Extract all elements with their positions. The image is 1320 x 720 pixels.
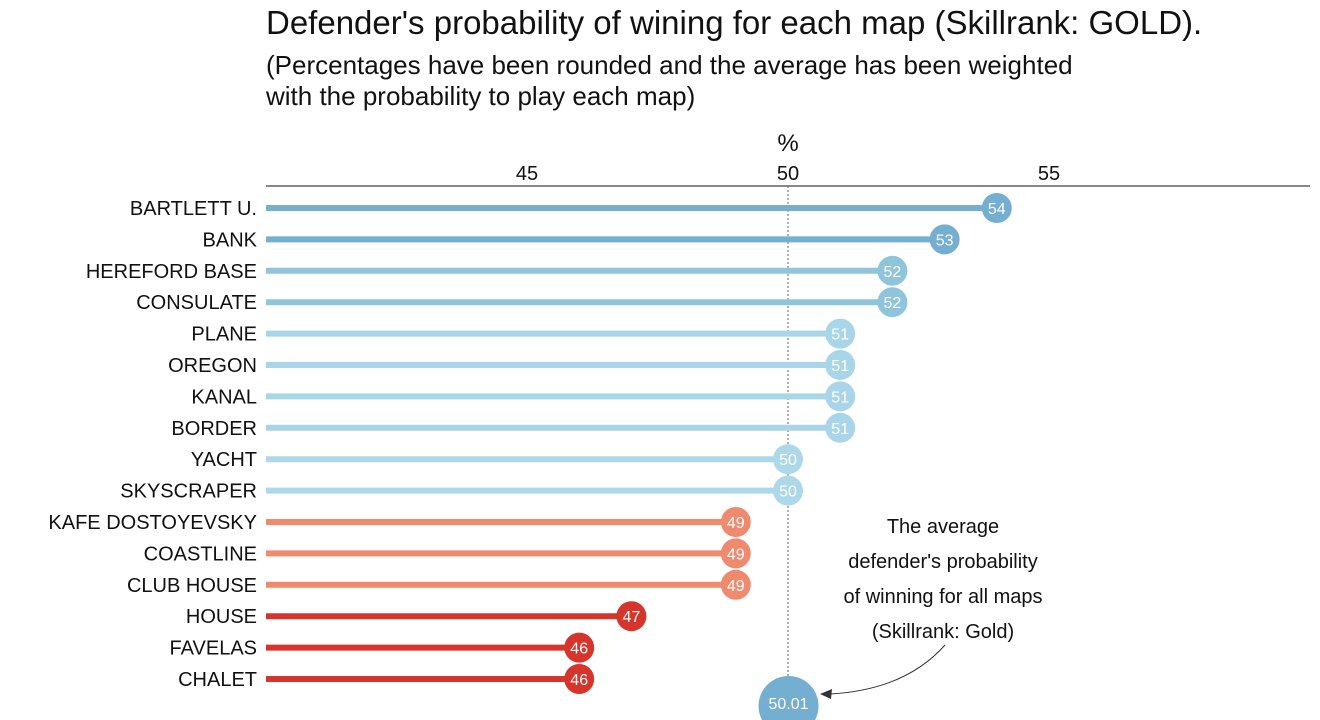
average-value-label: 50.01 — [768, 696, 808, 713]
category-label: HEREFORD BASE — [86, 261, 257, 283]
category-label: COASTLINE — [144, 543, 257, 565]
category-label: OREGON — [168, 355, 257, 377]
lollipop-dot — [825, 412, 856, 443]
annotation-arrow — [829, 644, 946, 695]
value-label: 47 — [623, 609, 641, 626]
lollipop-dot — [564, 632, 595, 663]
value-label: 49 — [727, 515, 745, 532]
lollipop-dot — [877, 255, 908, 286]
lollipop-dot — [616, 601, 647, 632]
category-label: BANK — [203, 229, 258, 251]
category-label: CONSULATE — [136, 292, 257, 314]
lollipop-dot — [720, 569, 751, 600]
value-label: 53 — [936, 232, 954, 249]
category-label: CLUB HOUSE — [127, 575, 257, 597]
subtitle-line-2: with the probability to play each map) — [266, 81, 696, 111]
lollipop-dot — [825, 350, 856, 380]
category-label: BORDER — [171, 418, 257, 440]
subtitle-line-1: (Percentages have been rounded and the a… — [266, 50, 1073, 80]
lollipop-dot — [981, 193, 1012, 223]
category-label: CHALET — [178, 669, 257, 691]
lollipop-dot — [564, 664, 595, 694]
x-tick-label: 50 — [777, 163, 799, 185]
value-label: 51 — [831, 421, 849, 438]
x-tick-label: 45 — [516, 163, 538, 185]
value-label: 52 — [884, 264, 902, 281]
lollipop-dot — [773, 444, 803, 475]
value-label: 46 — [570, 641, 588, 658]
chart-subtitle: (Percentages have been rounded and the a… — [266, 50, 1226, 112]
category-label: HOUSE — [186, 606, 257, 628]
category-label: FAVELAS — [170, 638, 257, 660]
chart-title: Defender's probability of wining for eac… — [266, 4, 1203, 41]
value-label: 50 — [779, 484, 797, 501]
category-label: BARTLETT U. — [130, 198, 257, 220]
x-tick-label: 55 — [1038, 163, 1060, 185]
category-label: KANAL — [191, 386, 257, 408]
lollipop-dot — [877, 287, 908, 318]
annotation-arrowhead — [820, 689, 832, 699]
annotation-text: The average — [887, 516, 999, 538]
category-label: YACHT — [191, 449, 257, 471]
value-label: 49 — [727, 578, 745, 595]
lollipop-dot — [720, 538, 751, 569]
annotation-text: of winning for all maps — [844, 586, 1043, 608]
value-label: 54 — [988, 201, 1006, 218]
value-label: 52 — [884, 295, 902, 312]
category-label: SKYSCRAPER — [120, 481, 257, 503]
annotation-text: (Skillrank: Gold) — [872, 621, 1014, 643]
lollipop-dot — [720, 507, 751, 537]
value-label: 46 — [570, 672, 588, 689]
value-label: 51 — [831, 358, 849, 375]
value-label: 51 — [831, 389, 849, 406]
category-label: PLANE — [191, 324, 257, 346]
lollipop-dot — [929, 224, 960, 255]
x-axis-title: % — [777, 130, 798, 157]
value-label: 51 — [831, 327, 849, 344]
lollipop-dot — [773, 475, 803, 506]
lollipop-dot — [825, 318, 856, 349]
annotation-text: defender's probability — [848, 551, 1038, 573]
value-label: 49 — [727, 546, 745, 563]
average-marker — [758, 676, 819, 720]
lollipop-dot — [825, 381, 856, 412]
value-label: 50 — [779, 452, 797, 469]
category-label: KAFE DOSTOYEVSKY — [48, 512, 257, 534]
